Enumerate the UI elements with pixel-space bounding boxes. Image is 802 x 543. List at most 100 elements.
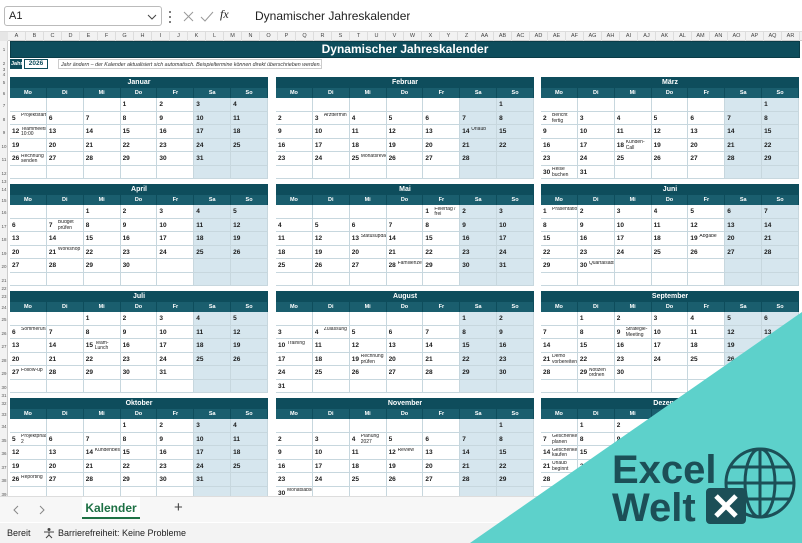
day-number: 17 — [196, 449, 204, 456]
row-header: 11 — [1, 157, 7, 162]
day-cell — [577, 259, 615, 273]
row-header: 26 — [1, 330, 7, 336]
day-cell — [688, 232, 726, 246]
day-cell — [349, 379, 387, 393]
day-cell — [725, 272, 763, 286]
day-number: 31 — [499, 262, 507, 269]
column-header: Z — [458, 32, 476, 41]
day-cell — [194, 312, 232, 326]
day-note: Planung 2027 — [360, 434, 380, 445]
column-header: AC — [512, 32, 530, 41]
day-number: 1 — [85, 315, 90, 322]
day-number: 24 — [579, 155, 588, 162]
weekday-header: Mi — [614, 302, 652, 312]
day-number: 21 — [425, 355, 433, 363]
day-cell — [349, 325, 387, 339]
day-cell — [614, 125, 652, 139]
name-box[interactable]: A1 — [4, 6, 162, 26]
day-cell — [312, 232, 350, 246]
day-cell — [651, 205, 689, 219]
day-cell — [651, 111, 689, 125]
day-cell — [10, 245, 47, 259]
day-number: 3 — [159, 315, 164, 322]
day-number: 4 — [351, 114, 356, 122]
accessibility-status[interactable]: Barrierefreiheit: Keine Probleme — [58, 528, 187, 538]
fx-button[interactable]: fx — [220, 7, 229, 21]
day-number: 28 — [727, 155, 735, 162]
day-cell — [10, 259, 47, 273]
day-number: 10 — [314, 128, 323, 135]
weekday-header: Sa — [194, 302, 232, 312]
day-cell — [497, 205, 534, 219]
day-number: 8 — [543, 221, 547, 229]
row-header: 15 — [1, 198, 7, 203]
row-header-bar — [0, 41, 8, 496]
day-cell — [276, 138, 313, 152]
day-number: 26 — [388, 155, 396, 162]
day-number: 18 — [351, 141, 359, 149]
day-cell — [497, 272, 534, 286]
day-cell — [349, 138, 387, 152]
weekday-header: Sa — [725, 302, 763, 312]
day-cell — [651, 379, 689, 393]
day-number: 2 — [278, 435, 282, 443]
weekday-header: Fr — [157, 302, 195, 312]
day-number: 22 — [579, 462, 588, 470]
day-cell — [83, 446, 121, 460]
sheet-tab[interactable]: Kalender — [82, 497, 140, 519]
day-number: 17 — [499, 235, 507, 242]
weekday-header: Di — [577, 88, 615, 98]
day-cell — [157, 205, 195, 219]
day-number: 11 — [653, 221, 661, 229]
worksheet: A B C D E F G H I J K L M N O P Q R S T U V W X Y Z AA AB AC AD AE AF AG… — [0, 32, 802, 496]
day-cell — [10, 432, 47, 446]
day-number: 9 — [543, 128, 547, 135]
day-number: 20 — [351, 248, 359, 256]
day-number: 22 — [764, 141, 772, 149]
day-number: 12 — [233, 328, 241, 336]
day-cell — [688, 125, 726, 139]
day-cell — [10, 165, 47, 179]
day-cell — [349, 419, 387, 433]
day-cell — [231, 272, 268, 286]
weekday-header: So — [231, 195, 268, 205]
column-header: AP — [746, 32, 764, 41]
day-cell — [312, 459, 350, 473]
day-cell — [614, 218, 652, 232]
column-header: AR — [782, 32, 800, 41]
day-number: 25 — [690, 355, 698, 363]
column-header: AI — [620, 32, 638, 41]
day-number: 26 — [233, 355, 241, 363]
dropdown-icon[interactable] — [146, 12, 158, 22]
weekday-header: Mi — [614, 409, 652, 419]
day-number: 5 — [690, 208, 695, 215]
tab-nav-arrows[interactable] — [10, 504, 50, 516]
day-number: 26 — [314, 262, 323, 269]
day-number: 2 — [616, 315, 621, 322]
day-note: Abgabe — [699, 233, 717, 239]
day-cell — [725, 473, 763, 487]
day-cell — [276, 379, 313, 393]
year-input[interactable]: 2026 — [24, 59, 48, 69]
day-number: 8 — [579, 435, 584, 443]
add-sheet-button[interactable]: + — [174, 499, 183, 516]
column-header: C — [44, 32, 62, 41]
day-cell — [157, 98, 195, 112]
day-number: 7 — [425, 328, 430, 336]
day-number: 23 — [159, 141, 167, 149]
column-header: R — [314, 32, 332, 41]
column-header: V — [386, 32, 404, 41]
day-cell — [460, 379, 498, 393]
day-cell — [614, 138, 652, 152]
day-cell — [497, 152, 534, 166]
formula-bar: A1 fx Dynamischer Jahreskalender — [0, 0, 802, 32]
day-number: 14 — [462, 449, 470, 456]
day-number: 27 — [48, 155, 57, 162]
row-header: 31 — [1, 393, 7, 398]
day-number: 4 — [233, 422, 237, 429]
row-header: 33 — [1, 412, 7, 417]
day-number: 14 — [425, 342, 433, 349]
day-cell — [10, 446, 47, 460]
day-number: 31 — [196, 155, 204, 162]
day-number: 4 — [196, 315, 200, 322]
